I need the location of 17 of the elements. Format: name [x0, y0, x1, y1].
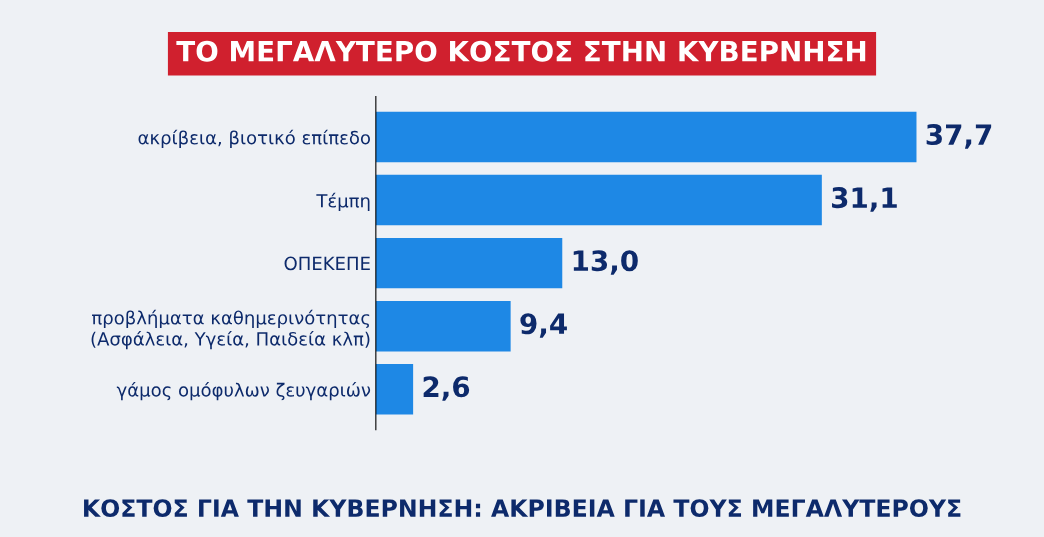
y-tick-label: προβλήματα καθημερινότητας (Ασφάλεια, Υγεία, Παιδεία κλπ): [91, 309, 370, 350]
text: ΚΟΣΤΟΣ ΓΙΑ ΤΗΝ ΚΥΒΕΡΝΗΣΗ: ΑΚΡΙΒΕΙΑ ΓΙΑ ΤΟΥΣ ΜΕΓΑΛΥΤΕΡΟΥΣ: [84, 499, 961, 517]
data-label: 37,7: [926, 124, 992, 149]
bar: [375, 300, 511, 352]
bar: [375, 174, 822, 226]
bar: [375, 237, 563, 289]
data-label: 9,4: [520, 313, 567, 338]
y-tick-label: ΟΠΕΚΕΠΕ: [284, 256, 370, 271]
data-label: 31,1: [832, 187, 897, 212]
bar: [375, 111, 917, 163]
bar: [375, 364, 414, 415]
y-tick-label: γάμος ομόφυλων ζευγαριών: [116, 382, 371, 401]
y-tick-label: ακρίβεια, βιοτικό επίπεδο: [138, 129, 370, 148]
y-tick-label: Τέμπη: [316, 192, 370, 212]
data-label: 13,0: [573, 250, 638, 275]
data-label: 2,6: [423, 376, 470, 401]
chart-title: ΤΟ ΜΕΓΑΛΥΤΕΡΟ ΚΟΣΤΟΣ ΣΤΗΝ ΚΥΒΕΡΝΗΣΗ: [176, 40, 866, 62]
